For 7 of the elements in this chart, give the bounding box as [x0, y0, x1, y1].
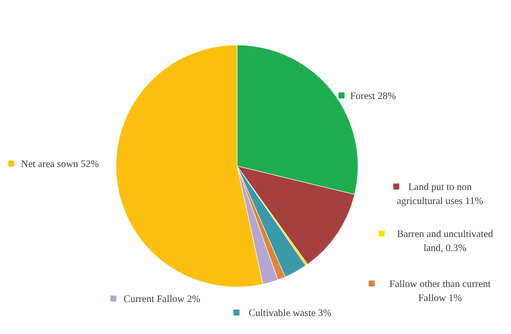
legend-label: Net area sown 52%	[20, 159, 100, 170]
legend-label: Forest 28%	[350, 91, 396, 102]
legend-label: Barren and uncultivated land, 0.3%	[396, 229, 494, 254]
legend-label: Cultivable waste 3%	[248, 308, 332, 319]
legend-label: Current Fallow 2%	[124, 294, 200, 305]
legend-label: Land put to non agricultural uses 11%	[396, 182, 484, 207]
legend-label: Fallow other than current Fallow 1%	[389, 279, 491, 304]
